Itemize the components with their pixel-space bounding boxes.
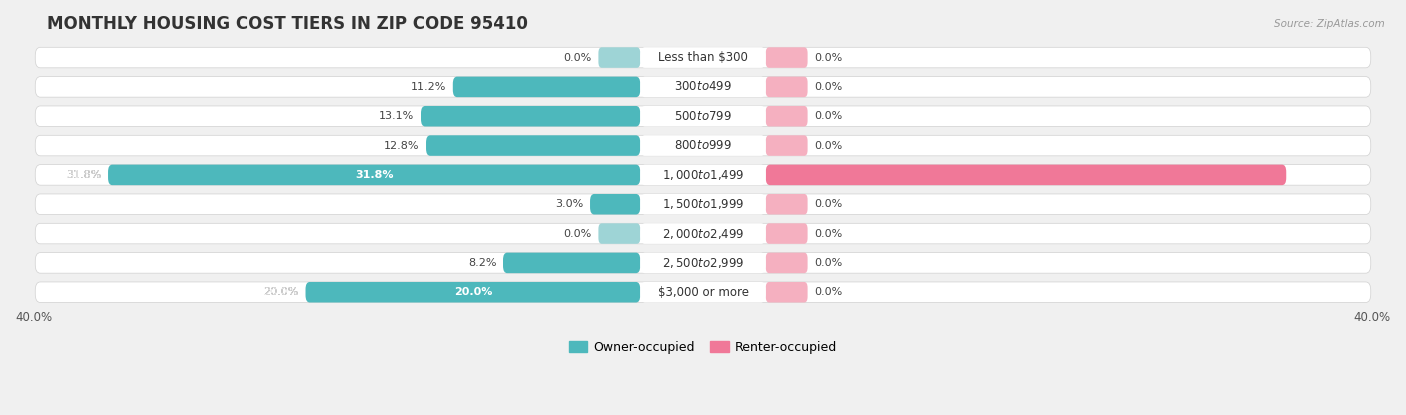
FancyBboxPatch shape — [420, 106, 640, 127]
FancyBboxPatch shape — [766, 77, 807, 97]
Text: 0.0%: 0.0% — [814, 141, 842, 151]
Text: 31.8%: 31.8% — [354, 170, 394, 180]
FancyBboxPatch shape — [640, 106, 766, 127]
Text: 0.0%: 0.0% — [814, 229, 842, 239]
Text: $300 to $499: $300 to $499 — [673, 81, 733, 93]
Text: 3.0%: 3.0% — [555, 199, 583, 209]
Text: 0.0%: 0.0% — [564, 229, 592, 239]
FancyBboxPatch shape — [640, 223, 766, 244]
FancyBboxPatch shape — [640, 165, 766, 185]
FancyBboxPatch shape — [35, 223, 1371, 244]
FancyBboxPatch shape — [766, 253, 807, 273]
Text: 31.8%: 31.8% — [66, 170, 101, 180]
Text: $1,500 to $1,999: $1,500 to $1,999 — [662, 197, 744, 211]
FancyBboxPatch shape — [108, 165, 640, 185]
FancyBboxPatch shape — [35, 106, 1371, 127]
FancyBboxPatch shape — [35, 165, 1371, 185]
FancyBboxPatch shape — [766, 194, 807, 215]
Text: Less than $300: Less than $300 — [658, 51, 748, 64]
Text: 11.2%: 11.2% — [411, 82, 446, 92]
FancyBboxPatch shape — [35, 194, 1371, 215]
FancyBboxPatch shape — [35, 47, 1371, 68]
FancyBboxPatch shape — [766, 282, 807, 303]
FancyBboxPatch shape — [35, 282, 1371, 303]
Text: $1,000 to $1,499: $1,000 to $1,499 — [662, 168, 744, 182]
FancyBboxPatch shape — [426, 135, 640, 156]
Text: 0.0%: 0.0% — [814, 53, 842, 63]
FancyBboxPatch shape — [640, 47, 766, 68]
Text: Source: ZipAtlas.com: Source: ZipAtlas.com — [1274, 19, 1385, 29]
Text: 0.0%: 0.0% — [814, 199, 842, 209]
Text: $800 to $999: $800 to $999 — [673, 139, 733, 152]
Text: $2,000 to $2,499: $2,000 to $2,499 — [662, 227, 744, 241]
FancyBboxPatch shape — [35, 135, 1371, 156]
Text: $2,500 to $2,999: $2,500 to $2,999 — [662, 256, 744, 270]
Text: 20.0%: 20.0% — [454, 287, 492, 297]
Text: 0.0%: 0.0% — [564, 53, 592, 63]
FancyBboxPatch shape — [766, 47, 807, 68]
FancyBboxPatch shape — [766, 165, 1286, 185]
FancyBboxPatch shape — [766, 223, 807, 244]
FancyBboxPatch shape — [503, 253, 640, 273]
Text: 8.2%: 8.2% — [468, 258, 496, 268]
Text: 20.0%: 20.0% — [263, 287, 299, 297]
Text: 0.0%: 0.0% — [814, 111, 842, 121]
Text: 20.0%: 20.0% — [263, 287, 299, 297]
FancyBboxPatch shape — [599, 47, 640, 68]
FancyBboxPatch shape — [305, 282, 640, 303]
Text: MONTHLY HOUSING COST TIERS IN ZIP CODE 95410: MONTHLY HOUSING COST TIERS IN ZIP CODE 9… — [46, 15, 527, 33]
FancyBboxPatch shape — [640, 253, 766, 273]
FancyBboxPatch shape — [766, 135, 807, 156]
Text: 31.8%: 31.8% — [66, 170, 101, 180]
Text: 0.0%: 0.0% — [814, 82, 842, 92]
FancyBboxPatch shape — [35, 253, 1371, 273]
Text: 12.8%: 12.8% — [384, 141, 419, 151]
Text: $500 to $799: $500 to $799 — [673, 110, 733, 123]
Text: 31.1%: 31.1% — [1294, 170, 1331, 180]
Text: $3,000 or more: $3,000 or more — [658, 286, 748, 299]
FancyBboxPatch shape — [766, 106, 807, 127]
FancyBboxPatch shape — [35, 77, 1371, 97]
Text: 0.0%: 0.0% — [814, 258, 842, 268]
FancyBboxPatch shape — [453, 77, 640, 97]
Text: 0.0%: 0.0% — [814, 287, 842, 297]
Legend: Owner-occupied, Renter-occupied: Owner-occupied, Renter-occupied — [564, 336, 842, 359]
FancyBboxPatch shape — [640, 194, 766, 215]
FancyBboxPatch shape — [640, 282, 766, 303]
FancyBboxPatch shape — [599, 223, 640, 244]
FancyBboxPatch shape — [640, 77, 766, 97]
FancyBboxPatch shape — [640, 135, 766, 156]
FancyBboxPatch shape — [591, 194, 640, 215]
Text: 13.1%: 13.1% — [380, 111, 415, 121]
